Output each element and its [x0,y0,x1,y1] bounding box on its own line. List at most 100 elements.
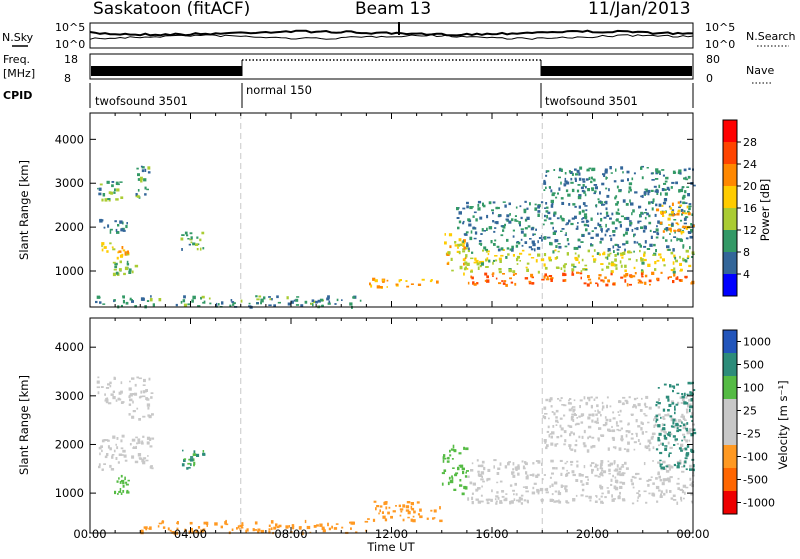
velocity-cell [667,409,670,412]
power-cell [523,210,527,214]
power-cell [625,240,629,244]
velocity-cell [117,461,120,464]
velocity-cell [453,488,457,491]
velocity-cell [169,529,172,532]
velocity-cell [666,433,670,435]
velocity-cell [573,432,575,436]
velocity-cell [367,518,370,520]
power-cell [101,244,103,248]
velocity-cell [662,460,666,464]
power-cell [464,234,468,236]
velocity-cell [112,390,115,393]
velocity-cell [665,446,668,449]
power-cell [114,188,116,192]
power-cell [664,192,668,196]
power-cell [649,283,651,286]
power-cell [524,241,528,244]
velocity-cell [607,460,610,463]
velocity-cell [552,467,556,470]
velocity-cell [132,400,134,404]
velocity-cell [651,492,655,496]
power-cell [534,248,536,252]
velocity-cell [686,410,689,414]
nsearch-trace [89,34,694,40]
power-cell [688,207,691,211]
power-cell [548,256,552,260]
velocity-cell [480,464,484,468]
velocity-cell [682,484,687,488]
power-cell [692,224,695,227]
velocity-cell [665,395,670,399]
velocity-cell [578,435,581,439]
station-title: Saskatoon (fitACF) [93,0,250,19]
velocity-cell [595,421,599,424]
power-cell [268,304,272,307]
velocity-cell [622,396,626,399]
power-cell [349,302,353,306]
power-cell [580,186,584,190]
power-cell [621,252,626,255]
power-cell [500,254,504,257]
velocity-ytick-label: 4000 [55,340,84,354]
velocity-cell [327,522,329,527]
power-cell [581,189,585,193]
power-cell [651,179,655,181]
power-cell [477,207,481,211]
freq-units: [MHz] [3,67,35,80]
velocity-cell [384,518,388,522]
power-cell [576,169,580,173]
velocity-cell [257,530,260,534]
velocity-cell [257,528,261,532]
velocity-cell [665,465,669,468]
velocity-cell [485,498,488,501]
velocity-colorbar-swatch [723,376,737,400]
velocity-cell [587,396,591,400]
velocity-cell [555,500,558,503]
velocity-cell [533,482,537,485]
power-cell [688,203,692,206]
power-cell [653,185,657,188]
velocity-cell [618,414,621,416]
power-cell [526,262,530,265]
power-colorbar-label: Power [dB] [758,179,772,242]
power-cell [462,240,464,243]
velocity-cell [490,498,493,502]
power-cell [563,265,566,269]
power-cell [467,281,470,285]
velocity-cell [150,396,153,399]
nsky-tick-top: 10^5 [55,21,85,34]
power-cell [622,171,624,174]
power-cell [643,225,647,229]
power-cell [532,243,536,247]
velocity-cell [643,462,646,466]
velocity-cell [145,528,148,531]
velocity-cell [597,411,601,414]
velocity-cell [636,492,640,494]
power-cell [186,234,189,237]
power-cell [633,250,635,253]
power-cell [655,228,659,232]
power-cell [650,189,654,192]
power-cell [543,263,546,267]
freq-tick-top: 18 [64,53,78,66]
velocity-cell [203,521,207,525]
power-cell [644,240,647,244]
power-cell [417,283,422,286]
velocity-cell [681,398,685,402]
power-cell [146,188,149,191]
power-cell [628,186,632,190]
power-cell [602,279,605,283]
power-cell [529,238,532,240]
power-cell [682,186,685,188]
power-cell [182,299,186,303]
power-cell [625,203,629,206]
power-cell [101,219,104,222]
velocity-cell [543,474,546,476]
power-cell [116,256,119,260]
velocity-cell [520,502,523,505]
velocity-cell [392,510,396,513]
power-cell [690,223,693,226]
power-cell [626,216,630,220]
power-cell [563,269,566,272]
time-tick-label: 12:00 [375,527,408,541]
